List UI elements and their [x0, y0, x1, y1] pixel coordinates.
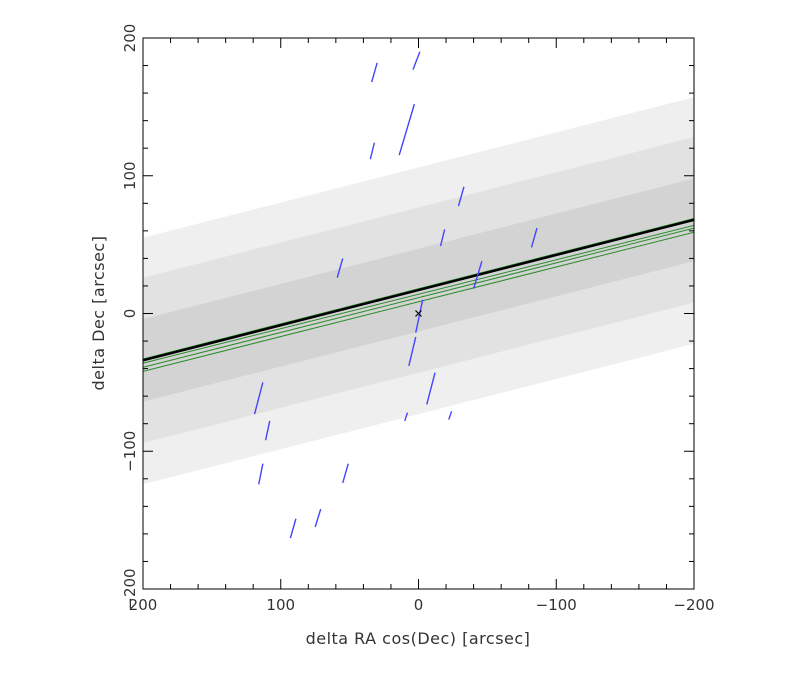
y-tick-label: −200	[121, 568, 139, 609]
y-axis-title: delta Dec [arcsec]	[89, 236, 108, 391]
x-tick-label: −100	[536, 596, 577, 614]
segment-7	[472, 260, 483, 289]
y-tick-label: 100	[121, 161, 139, 190]
segment-15	[264, 420, 271, 441]
segment-12	[404, 412, 409, 422]
segment-2	[369, 142, 376, 160]
y-tick-labels: −200 −100 0 100 200	[121, 24, 139, 610]
segment-5	[439, 229, 446, 247]
segment-6	[530, 227, 538, 248]
x-axis-title: delta RA cos(Dec) [arcsec]	[306, 629, 531, 648]
segment-9	[415, 299, 424, 333]
segment-10	[408, 336, 417, 367]
segment-14	[253, 382, 264, 415]
segment-0	[412, 51, 421, 70]
center-x-mark	[415, 310, 422, 317]
segment-18	[289, 518, 297, 539]
segment-8	[336, 258, 344, 278]
green-line-1	[143, 224, 694, 364]
segment-11	[426, 372, 436, 405]
x-tick-label: 100	[266, 596, 295, 614]
y-tick-label: 0	[121, 309, 139, 319]
segment-17	[342, 463, 349, 484]
x-tick-label: 200	[129, 596, 158, 614]
segment-3	[398, 103, 416, 156]
segment-13	[448, 411, 453, 420]
segment-1	[370, 62, 378, 83]
segment-16	[258, 463, 264, 485]
green-line-3	[143, 231, 694, 372]
segment-19	[314, 508, 322, 528]
fit-lines	[143, 217, 694, 372]
x-tick-label: 0	[414, 596, 424, 614]
y-tick-label: 200	[121, 24, 139, 53]
x-tick-label: −200	[673, 596, 714, 614]
green-line-2	[143, 227, 694, 368]
green-line-0	[143, 217, 694, 360]
axis-ticks	[142, 37, 695, 590]
x-tick-labels: 200 100 0 −100 −200	[129, 596, 715, 614]
main-fit-line	[143, 218, 694, 362]
y-tick-label: −100	[121, 431, 139, 472]
center-marker	[415, 310, 422, 317]
data-segments	[253, 51, 538, 539]
segment-4	[457, 186, 465, 207]
